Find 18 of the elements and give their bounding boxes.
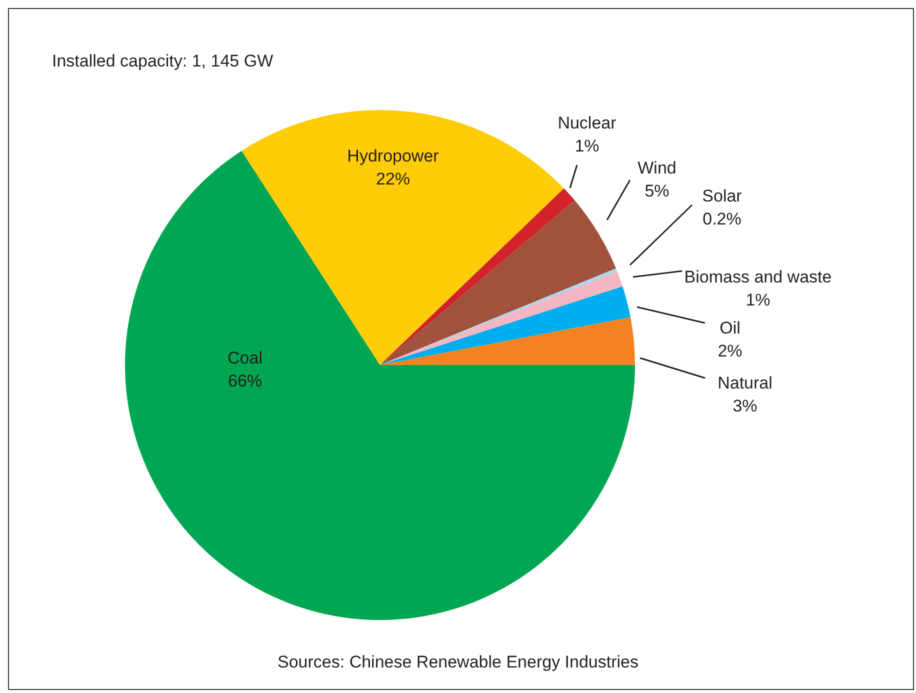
source-note: Sources: Chinese Renewable Energy Industries bbox=[278, 652, 638, 672]
slice-label: Coal bbox=[228, 348, 262, 368]
data-label: 22% bbox=[376, 170, 410, 189]
slice-label: Natural bbox=[718, 374, 772, 393]
slice-label: Nuclear bbox=[558, 114, 617, 133]
data-label: 1% bbox=[746, 290, 770, 310]
chart-title: Installed capacity: 1, 145 GW bbox=[52, 52, 274, 71]
data-label: 2% bbox=[718, 342, 742, 361]
data-label: 66% bbox=[228, 372, 262, 391]
data-label: 1% bbox=[574, 136, 600, 156]
slice-label: Wind bbox=[638, 158, 676, 178]
slice-label: Solar bbox=[702, 186, 742, 206]
data-label: 5% bbox=[644, 182, 670, 201]
slice-label: Hydropower bbox=[347, 146, 440, 166]
slice-label: Oil bbox=[720, 318, 740, 338]
data-label: 0.2% bbox=[702, 210, 742, 229]
data-label: 3% bbox=[732, 396, 758, 416]
slice-label: Biomass and waste bbox=[684, 268, 832, 287]
